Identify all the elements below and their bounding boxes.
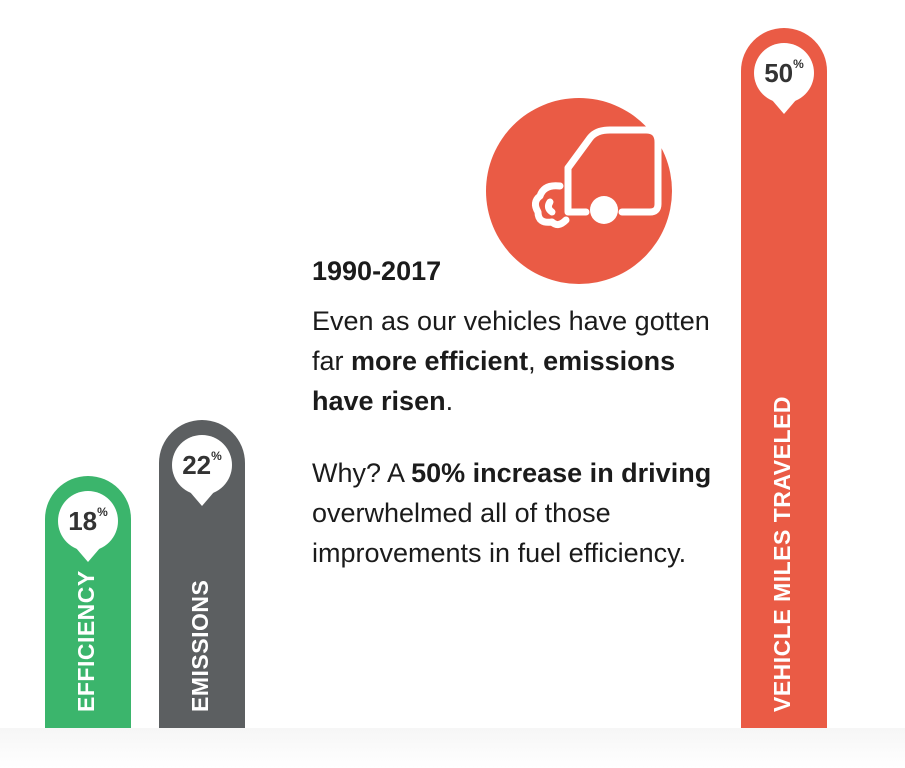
value-label: 18 <box>68 505 98 536</box>
year-range: 1990-2017 <box>312 256 442 286</box>
value-label: 22 <box>182 449 212 480</box>
para2-part: Why? A <box>312 458 412 488</box>
unit-label: % <box>97 505 108 519</box>
value-badge: 18% <box>58 491 118 551</box>
value-badge: 22% <box>172 435 232 495</box>
unit-label: % <box>793 57 804 71</box>
floor-shadow <box>0 728 905 768</box>
para1-part: , <box>528 346 544 376</box>
badge-pointer <box>76 548 100 562</box>
category-label: EMISSIONS <box>187 579 213 712</box>
value-label: 50 <box>764 57 794 88</box>
badge-pointer <box>772 100 796 114</box>
para1-part: . <box>445 386 454 416</box>
value-badge: 50% <box>754 43 814 103</box>
car-exhaust-icon <box>531 126 662 229</box>
paragraph-1: Even as our vehicles have gotten far mor… <box>312 301 732 421</box>
paragraph-2: Why? A 50% increase in driving overwhelm… <box>312 453 732 573</box>
description: 1990-2017 Even as our vehicles have gott… <box>312 256 732 573</box>
para1-bold: more efficient <box>351 346 529 376</box>
para1-bold: emissions have risen <box>312 346 676 416</box>
bar-vehicle-miles-traveled <box>741 28 827 728</box>
car-circle <box>486 98 672 284</box>
badge-pointer <box>190 492 214 506</box>
para2-bold: 50% increase in driving <box>411 458 712 488</box>
para2-part: overwhelmed all of those improvements in… <box>312 498 687 568</box>
para1-part: Even as our vehicles have gotten far <box>312 306 710 376</box>
unit-label: % <box>211 449 222 463</box>
category-label: VEHICLE MILES TRAVELED <box>769 396 795 712</box>
category-label: EFFICIENCY <box>73 570 99 712</box>
